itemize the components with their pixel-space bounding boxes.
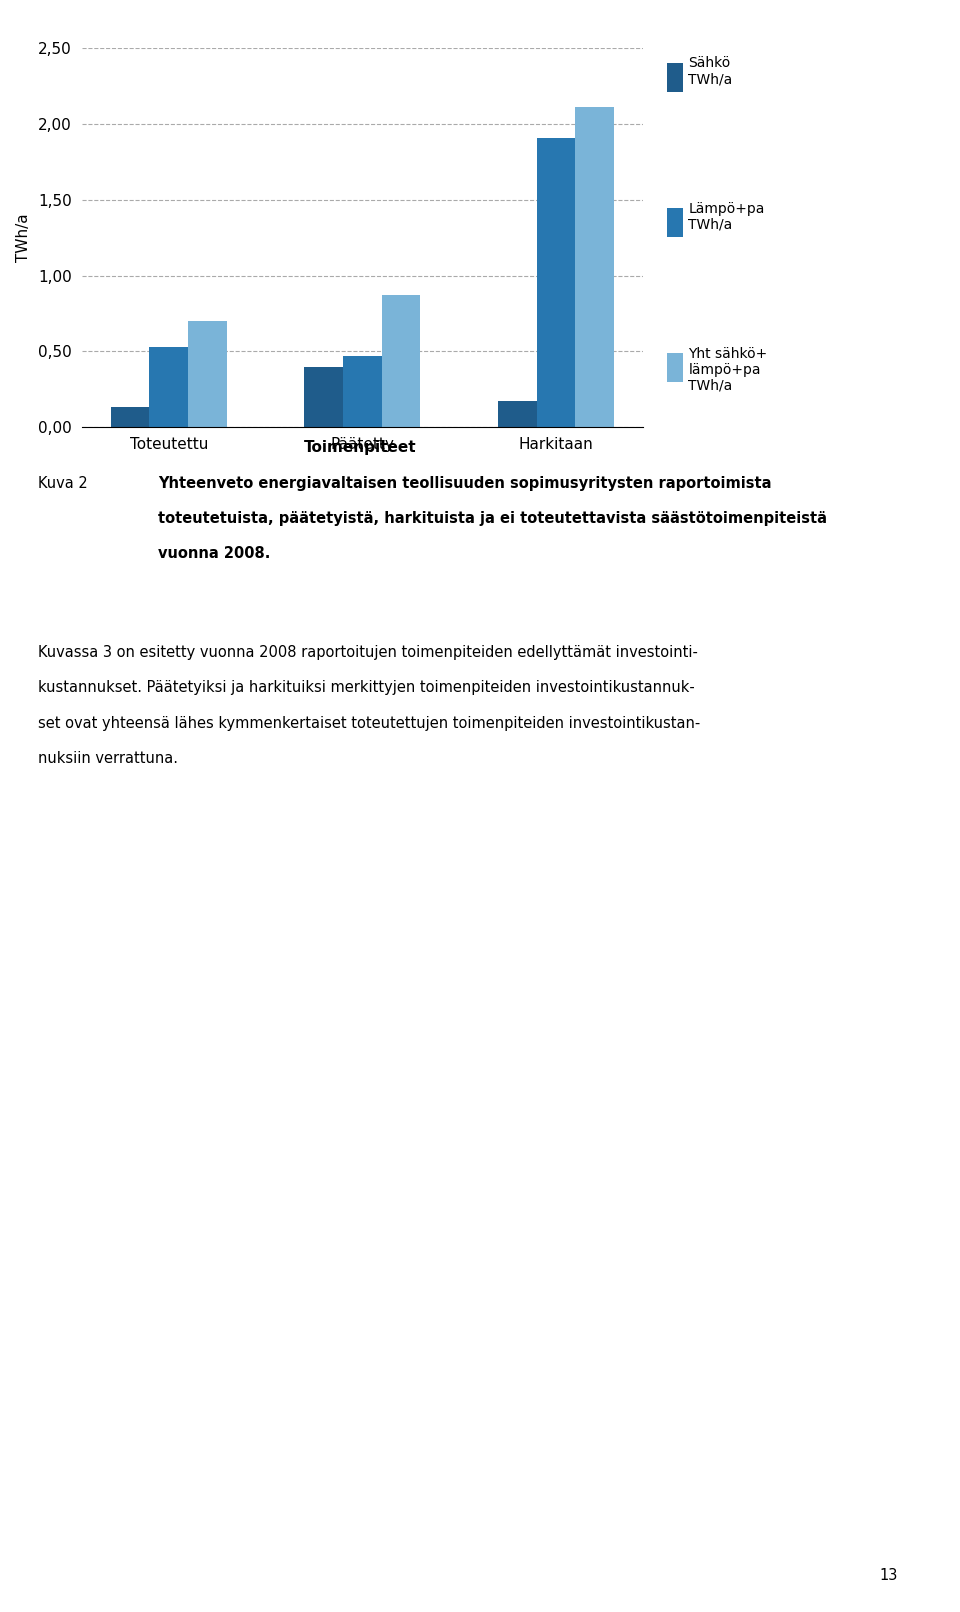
Text: nuksiin verrattuna.: nuksiin verrattuna.: [38, 751, 179, 766]
Y-axis label: TWh/a: TWh/a: [16, 213, 31, 263]
Text: vuonna 2008.: vuonna 2008.: [158, 546, 271, 561]
Text: Toimenpiteet: Toimenpiteet: [303, 440, 417, 455]
Bar: [110, 408, 150, 427]
Text: Lämpö+pa
TWh/a: Lämpö+pa TWh/a: [688, 202, 765, 232]
Text: Kuvassa 3 on esitetty vuonna 2008 raportoitujen toimenpiteiden edellyttämät inve: Kuvassa 3 on esitetty vuonna 2008 raport…: [38, 645, 698, 659]
Text: set ovat yhteensä lähes kymmenkertaiset toteutettujen toimenpiteiden investointi: set ovat yhteensä lähes kymmenkertaiset …: [38, 716, 701, 730]
Text: kustannukset. Päätetyiksi ja harkituiksi merkittyjen toimenpiteiden investointik: kustannukset. Päätetyiksi ja harkituiksi…: [38, 680, 695, 695]
Bar: [382, 295, 420, 427]
Bar: [343, 356, 382, 427]
Bar: [575, 108, 614, 427]
Text: Yhteenveto energiavaltaisen teollisuuden sopimusyritysten raportoimista: Yhteenveto energiavaltaisen teollisuuden…: [158, 476, 772, 490]
Text: 13: 13: [879, 1568, 898, 1583]
Bar: [304, 366, 343, 427]
Bar: [498, 401, 537, 427]
Bar: [537, 137, 575, 427]
Bar: [150, 347, 188, 427]
Text: toteutetuista, päätetyistä, harkituista ja ei toteutettavista säästötoimenpiteis: toteutetuista, päätetyistä, harkituista …: [158, 511, 828, 526]
Text: Kuva 2: Kuva 2: [38, 476, 88, 490]
Bar: [188, 321, 227, 427]
Text: Sähkö
TWh/a: Sähkö TWh/a: [688, 56, 732, 87]
Text: Yht sähkö+
lämpö+pa
TWh/a: Yht sähkö+ lämpö+pa TWh/a: [688, 347, 768, 393]
